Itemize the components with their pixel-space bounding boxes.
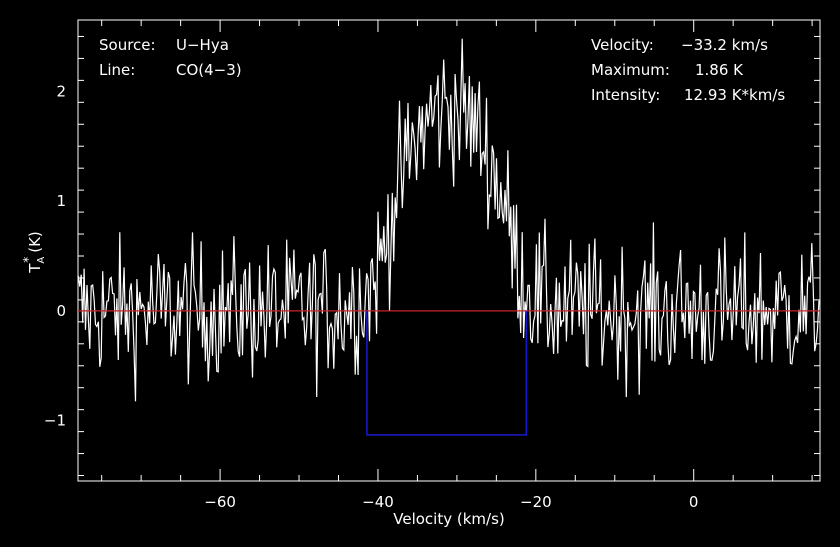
integration-window: [366, 310, 528, 436]
spectrum-line: [77, 38, 820, 402]
velocity-label: Velocity:: [591, 36, 654, 54]
velocity-value: −33.2 km/s: [681, 36, 768, 54]
y-axis-label-sub: A: [36, 257, 47, 264]
y-axis-label-main: T: [26, 263, 44, 274]
y-tick-label: 2: [56, 82, 66, 100]
plot-frame: [77, 19, 821, 482]
y-tick-label: 0: [56, 302, 66, 320]
intensity-value: 12.93 K*km/s: [684, 86, 785, 104]
source-label: Source:: [99, 36, 156, 54]
y-axis-label-unit: (K): [26, 231, 44, 253]
svg-text:TA*(K): TA* (K): [21, 231, 47, 274]
maximum-value: 1.86 K: [695, 61, 744, 79]
y-axis-label: TA* (K): [21, 231, 47, 274]
axis-tick-labels: −60 −40 −20 0 −1 0 1 2: [44, 82, 699, 511]
maximum-label: Maximum:: [591, 61, 670, 79]
x-tick-label: −20: [520, 493, 552, 511]
line-value: CO(4−3): [176, 61, 242, 79]
x-tick-label: −40: [362, 493, 394, 511]
x-axis-label: Velocity (km/s): [393, 510, 504, 528]
y-tick-label: 1: [56, 192, 66, 210]
line-label: Line:: [99, 61, 135, 79]
source-value: U−Hya: [176, 36, 229, 54]
y-axis-label-sup: *: [21, 257, 35, 263]
x-tick-label: 0: [689, 493, 699, 511]
axis-ticks: [78, 20, 820, 481]
x-tick-label: −60: [204, 493, 236, 511]
y-tick-label: −1: [44, 412, 66, 430]
intensity-label: Intensity:: [591, 86, 660, 104]
